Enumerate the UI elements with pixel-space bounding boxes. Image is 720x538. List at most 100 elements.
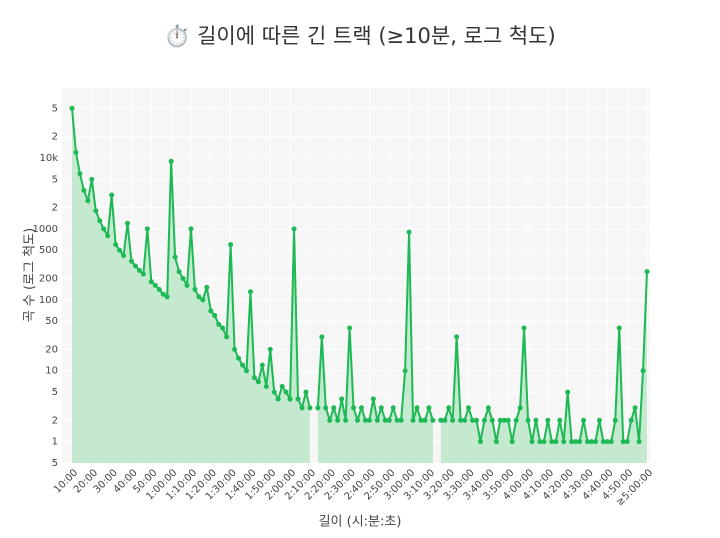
point [77, 171, 83, 177]
point [251, 375, 257, 381]
y-tick-label: 2 [52, 132, 58, 143]
point [140, 271, 146, 277]
point [172, 254, 178, 260]
point [430, 417, 436, 423]
point [454, 334, 460, 340]
point [466, 405, 472, 411]
point [386, 417, 392, 423]
point [517, 405, 523, 411]
point [243, 368, 249, 374]
y-tick-label: 5 [52, 387, 58, 398]
point [545, 417, 551, 423]
point [307, 405, 313, 411]
y-tick-label: 2 [52, 415, 58, 426]
point [347, 325, 353, 331]
point [295, 396, 301, 402]
point [283, 389, 289, 395]
point [220, 325, 226, 331]
point [271, 389, 277, 395]
point [620, 439, 626, 445]
point [573, 439, 579, 445]
point [204, 284, 210, 290]
point [362, 417, 368, 423]
point [600, 439, 606, 445]
y-tick-label: 50 [45, 316, 58, 327]
point [442, 417, 448, 423]
y-tick-label: 1000 [33, 224, 58, 235]
point [553, 439, 559, 445]
point [422, 417, 428, 423]
point [497, 417, 503, 423]
point [509, 439, 515, 445]
y-tick-label: 2 [52, 203, 58, 214]
y-tick-label: 100 [39, 295, 58, 306]
point [267, 346, 273, 352]
point [592, 439, 598, 445]
point [81, 187, 87, 193]
point [113, 242, 119, 248]
point [255, 379, 261, 385]
point [105, 233, 111, 239]
point [541, 439, 547, 445]
point [152, 282, 158, 288]
point [236, 355, 242, 361]
y-tick-label: 10k [39, 153, 58, 164]
point [644, 269, 650, 275]
point [228, 242, 234, 248]
point [196, 294, 202, 300]
point [414, 405, 420, 411]
point [533, 417, 539, 423]
point [355, 417, 361, 423]
point [291, 226, 297, 232]
point [327, 417, 333, 423]
y-tick-label: 200 [39, 273, 58, 284]
point [382, 417, 388, 423]
point [458, 417, 464, 423]
y-tick-label: 5 [52, 458, 58, 469]
point [184, 282, 190, 288]
point [394, 417, 400, 423]
point [588, 439, 594, 445]
point [156, 286, 162, 292]
point [224, 334, 230, 340]
point [148, 279, 154, 285]
point [501, 417, 507, 423]
point [462, 417, 468, 423]
point [259, 362, 265, 368]
point [410, 417, 416, 423]
point [323, 405, 329, 411]
point [612, 417, 618, 423]
point [208, 308, 214, 314]
point [339, 396, 345, 402]
point [537, 439, 543, 445]
point [232, 346, 238, 352]
point [549, 439, 555, 445]
point [192, 286, 198, 292]
point [505, 417, 511, 423]
point [513, 417, 519, 423]
point [529, 439, 535, 445]
point [450, 417, 456, 423]
point [97, 218, 103, 224]
point [188, 226, 194, 232]
point [240, 362, 246, 368]
point [315, 405, 321, 411]
point [93, 208, 99, 214]
x-axis-label: 길이 (시:분:초) [319, 515, 402, 530]
point [596, 417, 602, 423]
point [473, 417, 479, 423]
point [418, 417, 424, 423]
point [485, 405, 491, 411]
point [577, 439, 583, 445]
point [89, 176, 95, 182]
area [72, 108, 647, 463]
point [132, 263, 138, 269]
point [303, 389, 309, 395]
point [569, 439, 575, 445]
point [180, 275, 186, 281]
point [470, 417, 476, 423]
point [561, 439, 567, 445]
point [636, 439, 642, 445]
point [85, 198, 91, 204]
point [331, 405, 337, 411]
